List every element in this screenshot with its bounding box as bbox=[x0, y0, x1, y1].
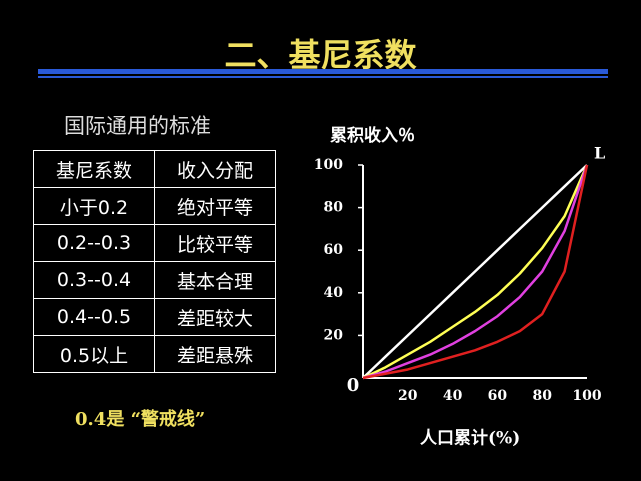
rule bbox=[38, 76, 608, 78]
series-line bbox=[362, 164, 589, 380]
x-tick-label: 100 bbox=[572, 388, 601, 404]
table-cell: 比较平等 bbox=[154, 224, 276, 262]
slide-title: 二、基尼系数 bbox=[224, 36, 417, 74]
table-row: 小于0.2 绝对平等 bbox=[33, 187, 276, 225]
table-row: 0.3--0.4 基本合理 bbox=[33, 261, 276, 299]
x-tick-label: 0 bbox=[347, 375, 360, 396]
table-row: 0.2--0.3 比较平等 bbox=[33, 224, 276, 262]
y-tick-label: 60 bbox=[324, 242, 344, 258]
table-cell: 差距较大 bbox=[154, 298, 276, 336]
table-row: 0.5以上 差距悬殊 bbox=[33, 335, 276, 373]
table-caption: 国际通用的标准 bbox=[64, 114, 211, 138]
table-cell: 0.5以上 bbox=[33, 335, 155, 373]
table-cell: 0.2--0.3 bbox=[33, 224, 155, 262]
y-tick-label: 80 bbox=[324, 200, 344, 216]
table: 基尼系数 收入分配 小于0.2 绝对平等 0.2--0.3 比较平等 0.3--0.4 基本合… bbox=[33, 150, 276, 373]
x-axis-label: 人口累计(%) bbox=[420, 428, 520, 449]
y-tick-label: 40 bbox=[324, 285, 344, 301]
table-cell: 绝对平等 bbox=[154, 187, 276, 225]
annotation: L bbox=[594, 144, 605, 163]
x-tick-label: 20 bbox=[398, 388, 418, 404]
x-tick-label: 80 bbox=[532, 388, 552, 404]
x-tick-label: 40 bbox=[443, 388, 463, 404]
series-line bbox=[362, 164, 588, 379]
rule bbox=[38, 69, 608, 74]
table-cell: 0.3--0.4 bbox=[33, 261, 155, 299]
table-cell: 小于0.2 bbox=[33, 187, 155, 225]
table-cell: 差距悬殊 bbox=[154, 335, 276, 373]
y-tick-label: 20 bbox=[324, 327, 344, 343]
note: 0.4是 “警戒线” bbox=[75, 409, 206, 430]
y-tick-label: 100 bbox=[314, 157, 343, 173]
series-line bbox=[362, 164, 589, 380]
table-row: 0.4--0.5 差距较大 bbox=[33, 298, 276, 336]
table-cell: 基尼系数 bbox=[33, 150, 155, 188]
series-line bbox=[362, 164, 589, 380]
x-tick-label: 60 bbox=[488, 388, 508, 404]
y-axis-label: 累积收入％ bbox=[330, 125, 415, 146]
table-cell: 0.4--0.5 bbox=[33, 298, 155, 336]
